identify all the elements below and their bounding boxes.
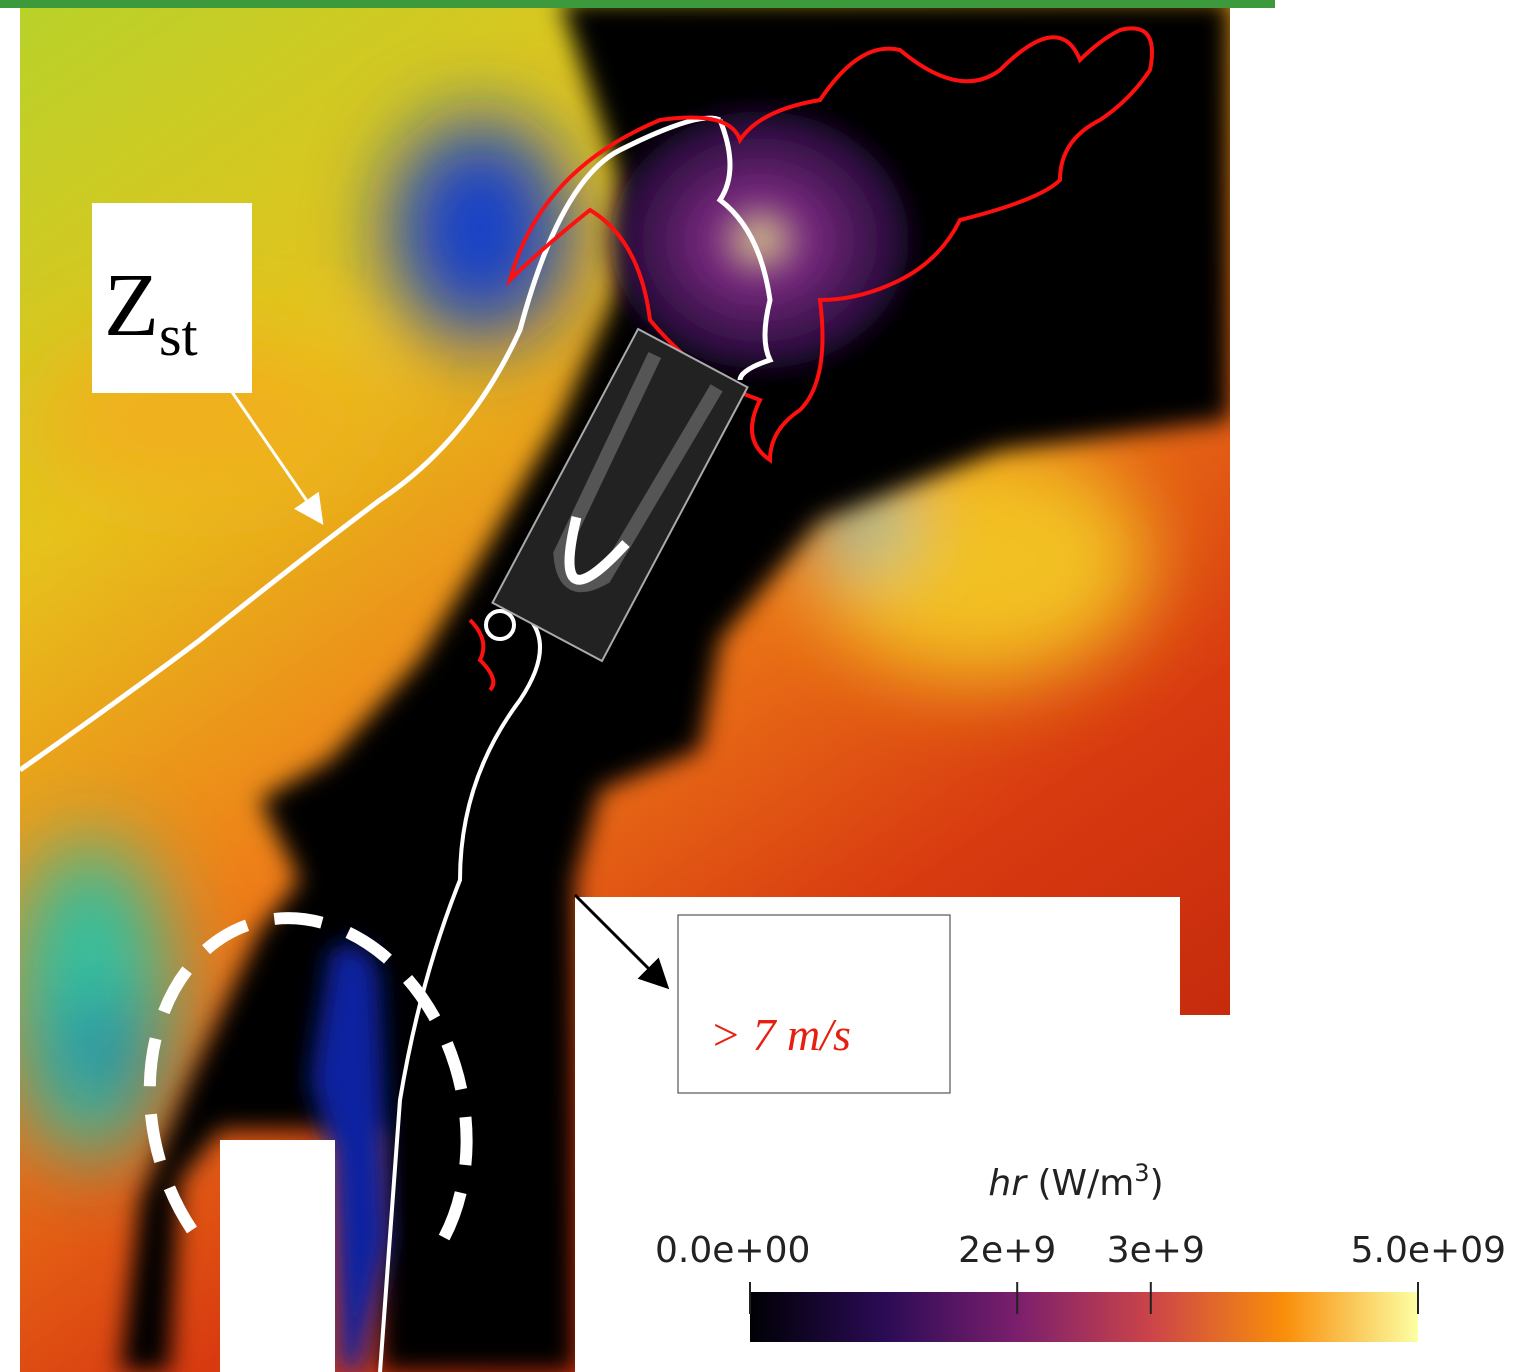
tick-label: 5.0e+09 (1351, 1230, 1506, 1271)
colorbar-variable: hr (988, 1163, 1028, 1204)
top-band (0, 0, 1275, 8)
velocity-box (678, 915, 950, 1093)
colorbar-unit: (W/m (1037, 1163, 1134, 1204)
velocity-label: > 7 m/s (710, 1009, 851, 1060)
colorbar-close: ) (1150, 1163, 1164, 1204)
zst-sub: st (159, 303, 198, 368)
colorbar (750, 1292, 1418, 1342)
zst-main: Z (104, 256, 159, 355)
tick-label: 3e+9 (1107, 1230, 1205, 1271)
colorbar-exponent: 3 (1134, 1159, 1149, 1187)
tick-label: 0.0e+00 (655, 1230, 810, 1271)
tick-label: 2e+9 (958, 1230, 1056, 1271)
figure: Zst > 7 m/s hr (W/m3) 0.0e+00 2e+9 3e+9 5.0… (0, 0, 1523, 1372)
